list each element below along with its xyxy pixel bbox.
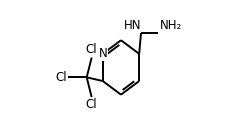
Text: NH₂: NH₂ [160, 19, 182, 32]
Text: Cl: Cl [86, 98, 97, 111]
Text: HN: HN [123, 19, 141, 32]
Text: Cl: Cl [55, 71, 67, 84]
Text: N: N [98, 47, 107, 60]
Text: Cl: Cl [86, 43, 97, 56]
